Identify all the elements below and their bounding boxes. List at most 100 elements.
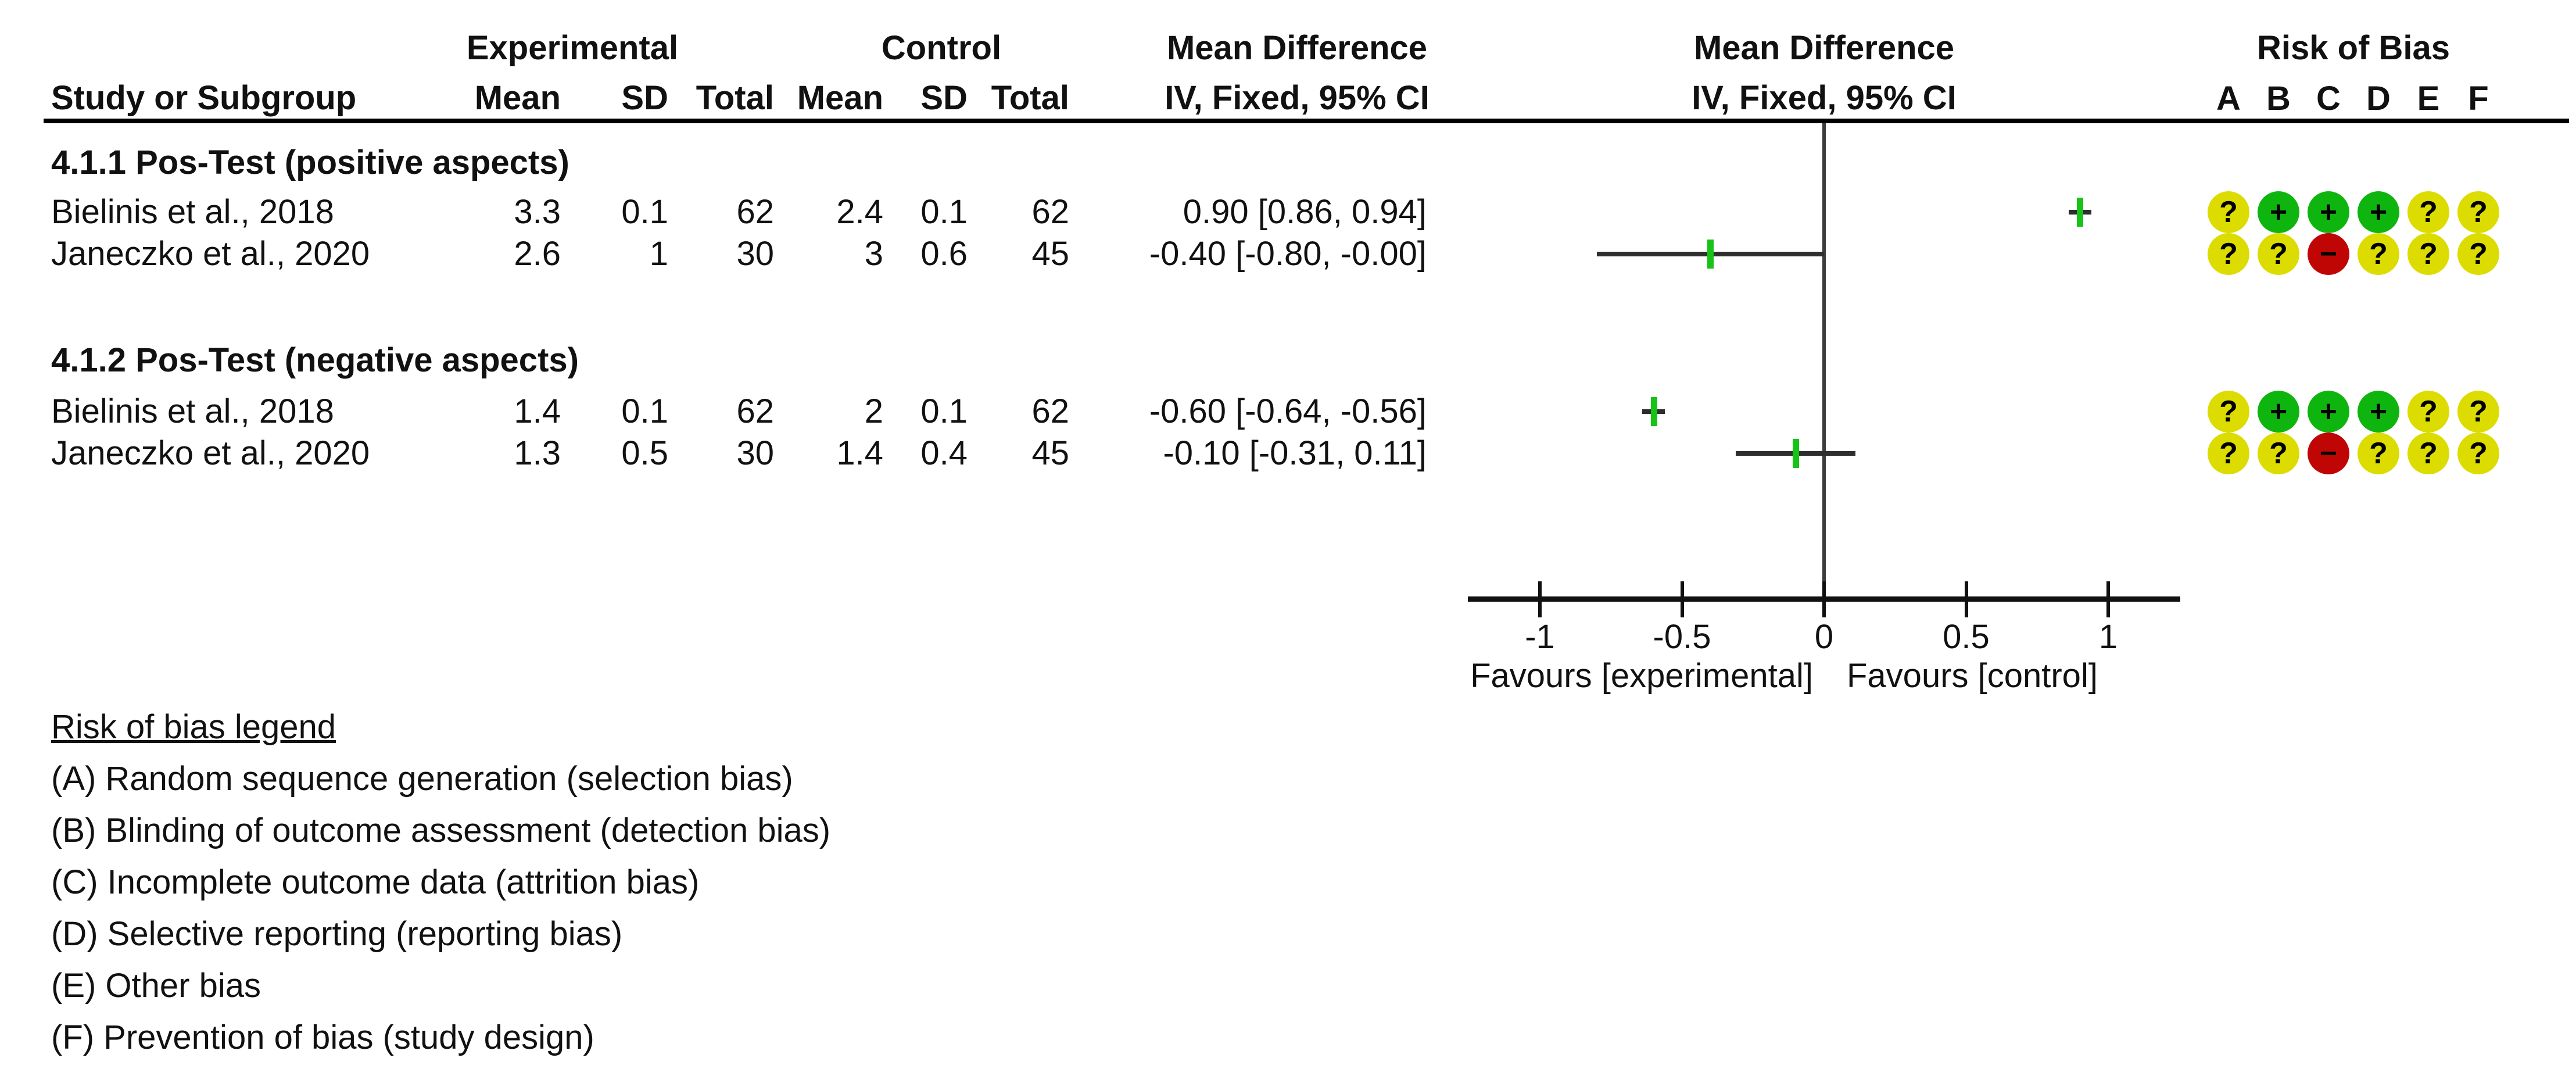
iv-fixed-plot-header: IV, Fixed, 95% CI bbox=[1692, 79, 1957, 117]
rob-legend-item: (A) Random sequence generation (selectio… bbox=[51, 760, 793, 798]
exp-mean-value: 2.6 bbox=[514, 235, 561, 273]
rob-icon-unclear: ? bbox=[2457, 233, 2499, 275]
ctl-sd-value: 0.6 bbox=[920, 235, 968, 273]
md-ci-text: -0.60 [-0.64, -0.56] bbox=[1149, 392, 1427, 430]
ctl-sd-value: 0.4 bbox=[920, 434, 968, 472]
rob-legend-item: (B) Blinding of outcome assessment (dete… bbox=[51, 812, 831, 849]
md-marker bbox=[1650, 397, 1657, 426]
ctl-total-value: 62 bbox=[1031, 392, 1069, 430]
axis-tick-label: -1 bbox=[1525, 618, 1555, 656]
study-name: Janeczko et al., 2020 bbox=[51, 434, 370, 472]
exp-mean-column-header: Mean bbox=[474, 79, 561, 117]
subgroup-title: 4.1.1 Pos-Test (positive aspects) bbox=[51, 144, 569, 181]
rob-icon-unclear: ? bbox=[2208, 433, 2249, 474]
rob-icon-low: + bbox=[2258, 191, 2299, 233]
rob-icon-unclear: ? bbox=[2208, 233, 2249, 275]
rob-icon-unclear: ? bbox=[2407, 191, 2449, 233]
rob-icon-unclear: ? bbox=[2457, 391, 2499, 433]
ctl-total-value: 45 bbox=[1031, 235, 1069, 273]
header-divider-rule bbox=[44, 119, 2569, 123]
axis-tick bbox=[1680, 581, 1684, 617]
study-name: Bielinis et al., 2018 bbox=[51, 392, 334, 430]
md-ci-text: 0.90 [0.86, 0.94] bbox=[1183, 193, 1427, 231]
rob-icon-low: + bbox=[2358, 191, 2399, 233]
study-name: Janeczko et al., 2020 bbox=[51, 235, 370, 273]
rob-icon-unclear: ? bbox=[2208, 391, 2249, 433]
rob-letter-header-A: A bbox=[2216, 80, 2241, 117]
exp-sd-column-header: SD bbox=[621, 79, 668, 117]
md-marker bbox=[2077, 198, 2084, 227]
rob-legend-item: (F) Prevention of bias (study design) bbox=[51, 1019, 594, 1056]
rob-icon-high: − bbox=[2308, 433, 2349, 474]
exp-sd-value: 0.5 bbox=[621, 434, 668, 472]
risk-of-bias-header: Risk of Bias bbox=[2257, 29, 2450, 67]
rob-icon-low: + bbox=[2308, 391, 2349, 433]
rob-letter-header-E: E bbox=[2417, 80, 2440, 117]
rob-icon-unclear: ? bbox=[2358, 233, 2399, 275]
ctl-sd-column-header: SD bbox=[920, 79, 968, 117]
exp-sd-value: 0.1 bbox=[621, 392, 668, 430]
exp-mean-value: 1.3 bbox=[514, 434, 561, 472]
mean-difference-plot-header: Mean Difference bbox=[1693, 29, 1955, 67]
experimental-group-header: Experimental bbox=[466, 29, 679, 67]
axis-tick bbox=[2106, 581, 2110, 617]
rob-icon-unclear: ? bbox=[2358, 433, 2399, 474]
md-marker bbox=[1707, 240, 1714, 269]
ctl-sd-value: 0.1 bbox=[920, 392, 968, 430]
exp-total-value: 62 bbox=[736, 193, 774, 231]
rob-icon-unclear: ? bbox=[2407, 433, 2449, 474]
rob-icon-unclear: ? bbox=[2457, 433, 2499, 474]
rob-icon-low: + bbox=[2358, 391, 2399, 433]
rob-icon-unclear: ? bbox=[2407, 391, 2449, 433]
ctl-sd-value: 0.1 bbox=[920, 193, 968, 231]
rob-legend-item: (C) Incomplete outcome data (attrition b… bbox=[51, 863, 700, 901]
control-group-header: Control bbox=[881, 29, 1002, 67]
iv-fixed-column-header: IV, Fixed, 95% CI bbox=[1165, 79, 1429, 117]
rob-letter-header-C: C bbox=[2316, 80, 2341, 117]
exp-mean-value: 3.3 bbox=[514, 193, 561, 231]
exp-mean-value: 1.4 bbox=[514, 392, 561, 430]
exp-total-value: 30 bbox=[736, 235, 774, 273]
ctl-total-column-header: Total bbox=[991, 79, 1069, 117]
axis-tick bbox=[1964, 581, 1968, 617]
ctl-mean-value: 1.4 bbox=[836, 434, 883, 472]
rob-icon-low: + bbox=[2308, 191, 2349, 233]
axis-tick-label: 0.5 bbox=[1943, 618, 1990, 656]
rob-letter-header-D: D bbox=[2366, 80, 2391, 117]
study-column-header: Study or Subgroup bbox=[51, 79, 357, 117]
ctl-mean-value: 2 bbox=[864, 392, 883, 430]
subgroup-title: 4.1.2 Pos-Test (negative aspects) bbox=[51, 341, 579, 379]
exp-total-value: 30 bbox=[736, 434, 774, 472]
md-ci-text: -0.40 [-0.80, -0.00] bbox=[1149, 235, 1427, 273]
rob-letter-header-B: B bbox=[2266, 80, 2291, 117]
rob-icon-unclear: ? bbox=[2407, 233, 2449, 275]
rob-icon-high: − bbox=[2308, 233, 2349, 275]
axis-tick bbox=[1538, 581, 1542, 617]
axis-tick bbox=[1822, 581, 1826, 617]
ctl-total-value: 45 bbox=[1031, 434, 1069, 472]
exp-total-column-header: Total bbox=[696, 79, 774, 117]
exp-total-value: 62 bbox=[736, 392, 774, 430]
rob-icon-unclear: ? bbox=[2208, 191, 2249, 233]
rob-icon-unclear: ? bbox=[2457, 191, 2499, 233]
md-marker bbox=[1793, 439, 1800, 468]
ctl-total-value: 62 bbox=[1031, 193, 1069, 231]
rob-icon-unclear: ? bbox=[2258, 433, 2299, 474]
ctl-mean-column-header: Mean bbox=[797, 79, 883, 117]
ctl-mean-value: 3 bbox=[864, 235, 883, 273]
study-name: Bielinis et al., 2018 bbox=[51, 193, 334, 231]
ctl-mean-value: 2.4 bbox=[836, 193, 883, 231]
md-ci-text: -0.10 [-0.31, 0.11] bbox=[1163, 434, 1427, 472]
favours-control-label: Favours [control] bbox=[1847, 657, 2098, 695]
exp-sd-value: 0.1 bbox=[621, 193, 668, 231]
favours-experimental-label: Favours [experimental] bbox=[1470, 657, 1813, 695]
mean-difference-column-header: Mean Difference bbox=[1166, 29, 1428, 67]
rob-legend-title: Risk of bias legend bbox=[51, 708, 336, 746]
rob-icon-unclear: ? bbox=[2258, 233, 2299, 275]
rob-legend-item: (E) Other bias bbox=[51, 967, 261, 1005]
exp-sd-value: 1 bbox=[649, 235, 668, 273]
axis-tick-label: 0 bbox=[1814, 618, 1834, 656]
rob-legend-item: (D) Selective reporting (reporting bias) bbox=[51, 915, 623, 953]
zero-effect-line bbox=[1822, 123, 1826, 599]
